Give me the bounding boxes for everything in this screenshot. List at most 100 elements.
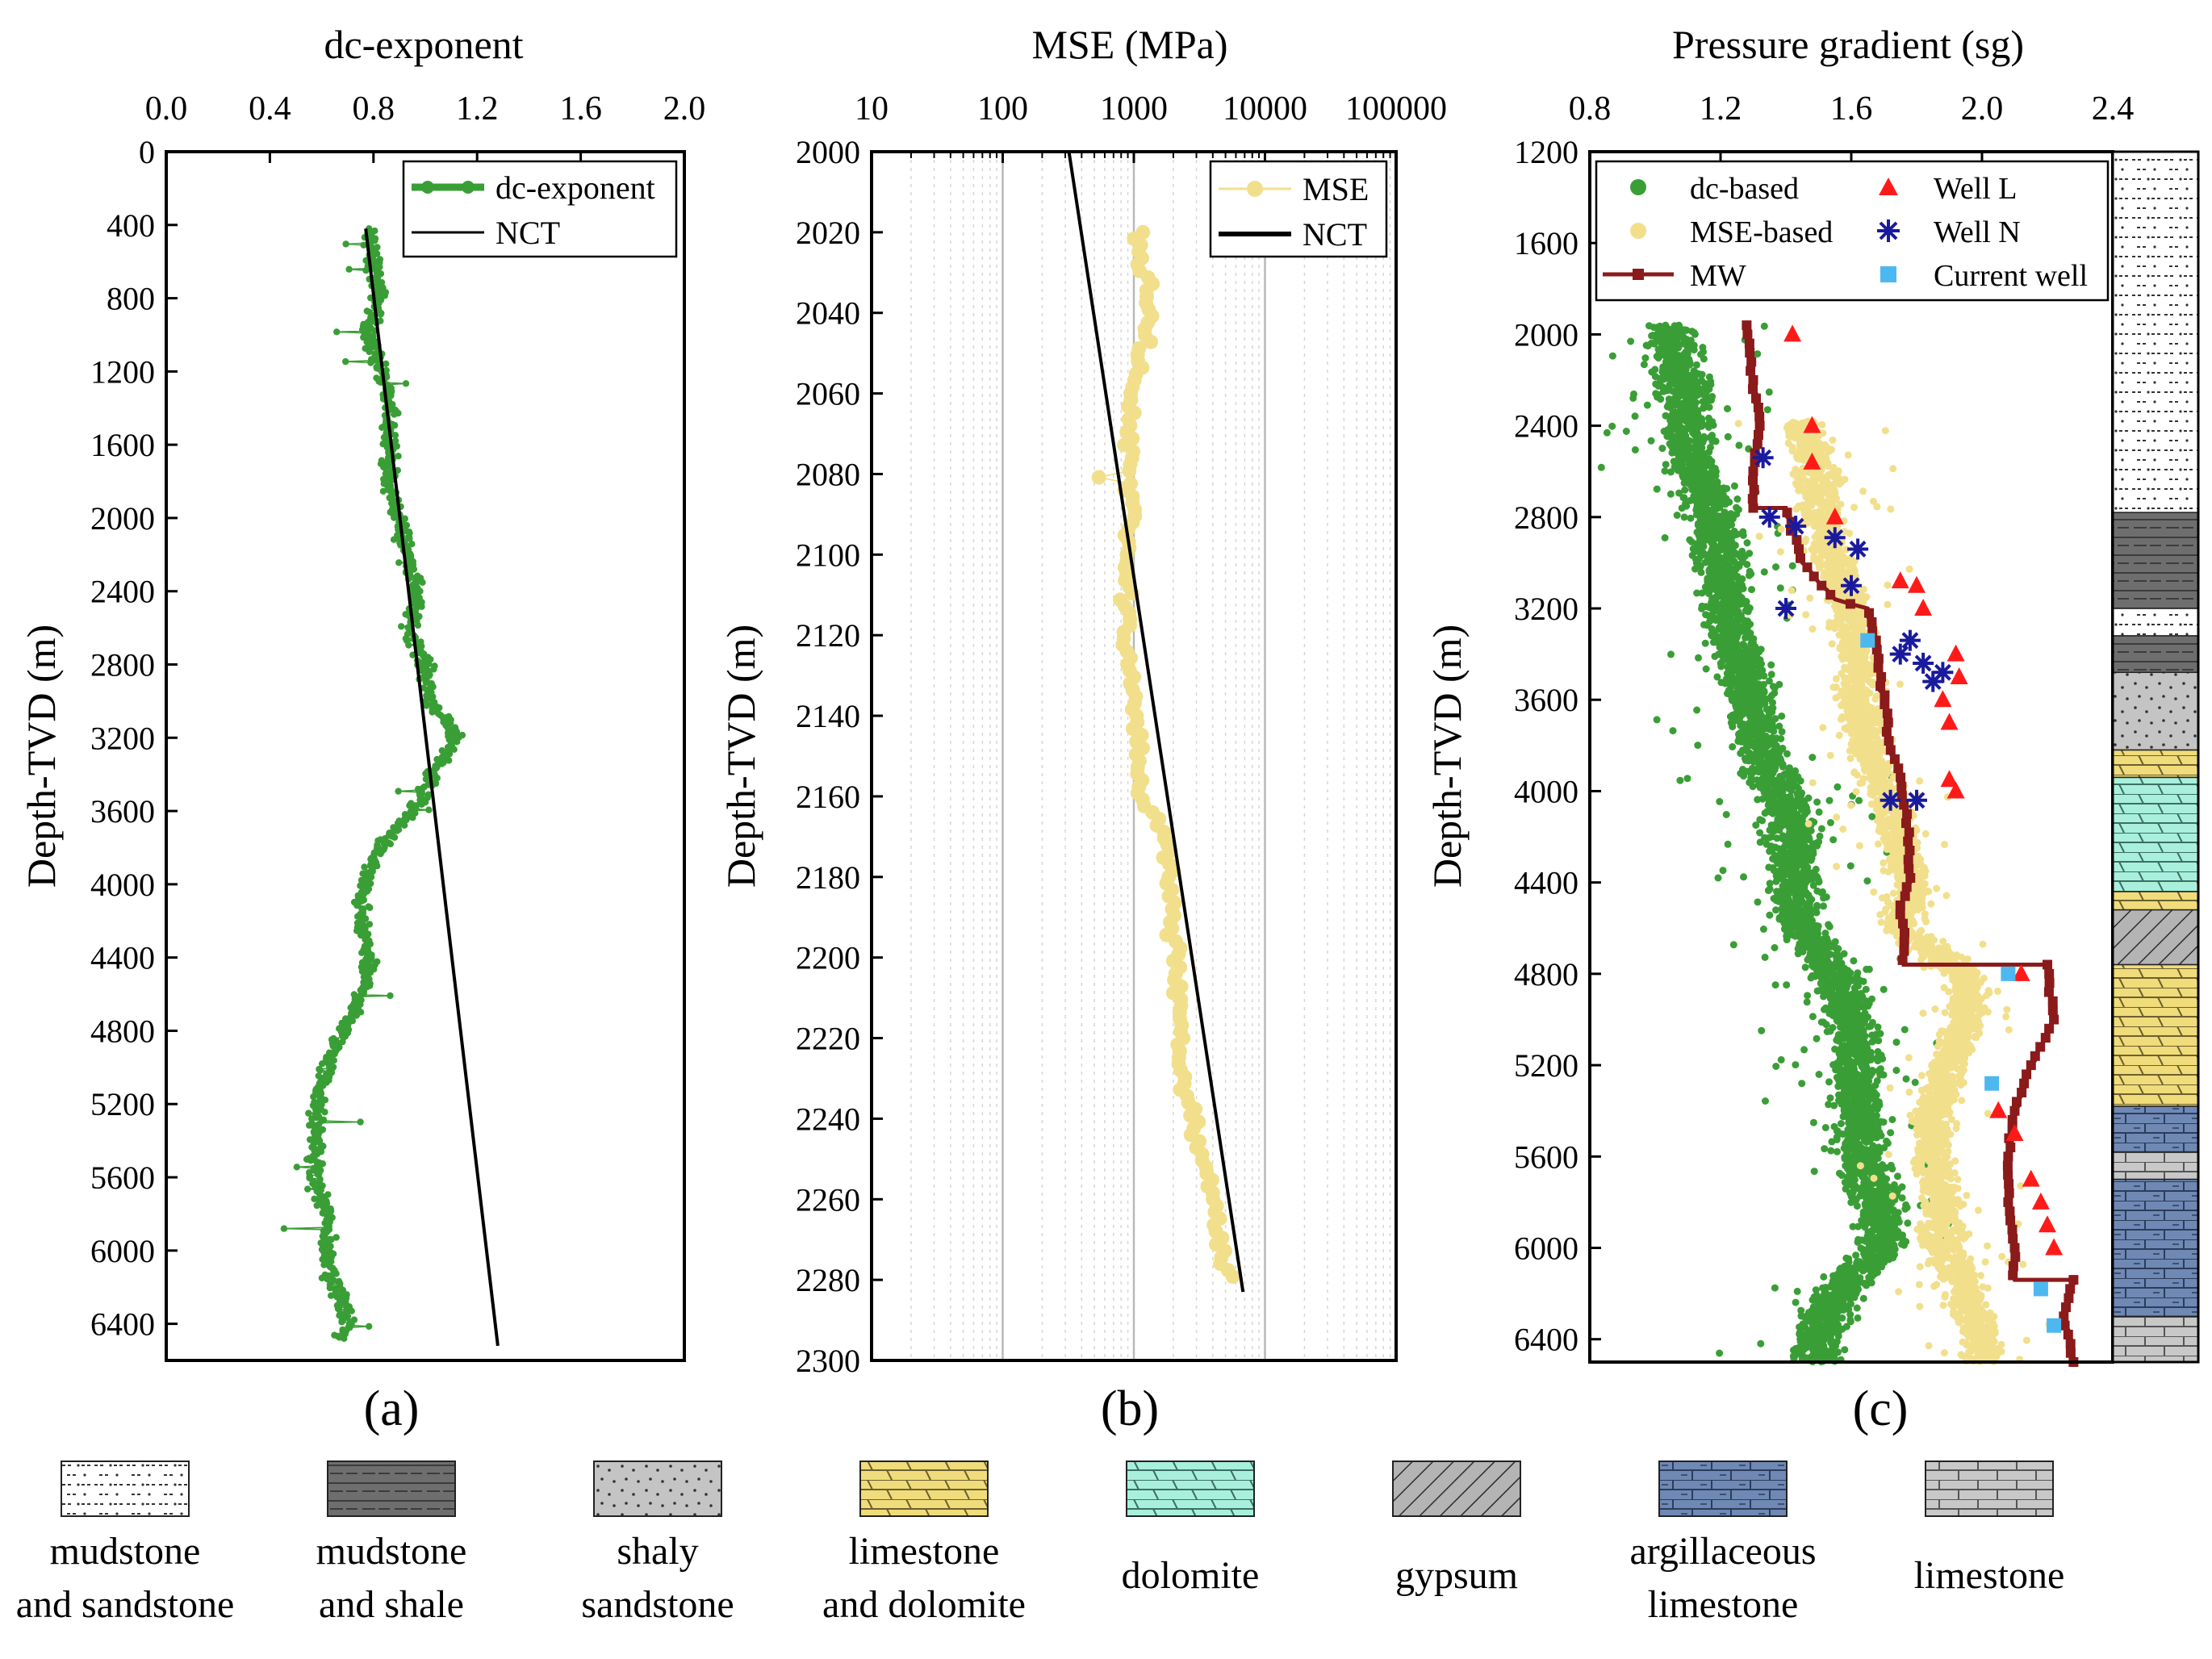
dc-based-point [1823,1028,1831,1035]
dc-based-point [1821,1124,1829,1131]
dc-based-point [1788,562,1796,570]
dc-based-point [1760,568,1768,576]
y-tick-label: 2060 [796,376,860,412]
y-tick-label: 2100 [796,537,860,573]
dc-based-point [1767,671,1775,679]
y-tick-label: 2120 [796,617,860,654]
dc-based-point [1803,998,1811,1006]
y-tick-label: 2220 [796,1021,860,1057]
y-tick-label: 2020 [796,215,860,251]
dc-based-point [1855,796,1863,804]
dc-based-point [1724,433,1732,441]
dc-based-point [1754,350,1762,358]
dc-based-point [1821,1145,1829,1153]
y-tick-label: 800 [107,281,155,317]
dc-based-point [1898,1194,1906,1202]
x-tick-label: 0.0 [145,90,188,127]
dc-based-point [1680,513,1688,521]
x-tick-label: 1.6 [559,90,602,127]
panel-a-frame [165,150,686,1362]
dc-based-point [1904,1219,1912,1227]
y-tick-label: 2040 [796,295,860,332]
dc-based-point [1643,401,1651,409]
dc-based-point [1693,706,1701,714]
legend-nct-b-label: NCT [1303,216,1367,253]
y-tick-label: 6400 [90,1306,155,1343]
dc-based-point [1653,485,1661,493]
dc-based-point [1744,608,1752,616]
dc-based-point [1770,727,1778,735]
dc-based-point [1647,437,1655,445]
dc-based-point [1641,354,1650,362]
dc-based-point [1834,783,1842,791]
nct-line-b [1067,151,1245,1293]
dc-based-point [1874,1023,1882,1031]
dc-based-point [1772,563,1779,571]
dc-based-point [1783,750,1791,758]
dc-based-point [1729,723,1737,731]
dc-based-point [1761,809,1769,817]
dc-based-point [1846,862,1854,870]
dc-based-point [1667,650,1675,658]
panel-b-legend: MSE NCT [1209,160,1388,258]
dc-based-point [1701,639,1709,647]
dc-based-point [1743,561,1751,568]
dc-based-point [1733,495,1742,503]
dc-based-point [1749,783,1757,791]
dc-based-point [1902,1075,1910,1083]
dc-based-point [1853,1202,1861,1210]
dc-based-point [1771,981,1779,989]
dc-based-point [1822,1021,1830,1029]
dc-based-point [1783,936,1791,944]
dc-based-point [1892,1038,1900,1047]
dc-based-point [1760,322,1768,330]
dc-based-point [1772,1063,1780,1070]
y-tick-label: 2400 [90,574,155,610]
panel-b-chart: 10 100 1000 10000 100000 2000202020402060208… [718,90,1447,1436]
dc-based-point [1608,422,1616,430]
dc-based-point [1847,1198,1855,1206]
dc-based-point [1771,944,1779,951]
dc-based-point [1901,1205,1909,1213]
dc-based-point [1837,1120,1845,1127]
dc-based-point [1863,877,1871,885]
dc-based-point [1729,941,1737,949]
x-tick-label: 100000 [1345,90,1447,127]
y-tick-label: 4000 [90,867,155,903]
dc-based-point [1691,330,1699,338]
dc-based-point [1815,1071,1823,1078]
dc-based-point [1813,987,1821,995]
dc-based-point [1673,512,1681,519]
legend-dc-marker [421,181,434,194]
x-tick-label: 1000 [1100,90,1168,127]
panel-b-ylabel: Depth-TVD (m) [718,625,763,888]
x-tick-label: 1.2 [456,90,499,127]
dc-based-point [1779,763,1787,771]
dc-based-point [1700,355,1708,363]
dc-based-point [1678,504,1686,512]
y-tick-label: 5600 [90,1160,155,1196]
dc-based-point [1850,957,1858,965]
y-tick-label: 2800 [90,647,155,683]
dc-based-point [1829,836,1838,844]
dc-based-point [1644,342,1652,350]
dc-based-point [1661,534,1669,541]
dc-based-point [1730,482,1738,490]
dc-based-point [1792,1061,1800,1069]
dc-based-point [1742,633,1749,641]
dc-based-point [1662,461,1670,469]
y-tick-label: 1600 [90,427,155,463]
y-tick-label: 4400 [90,940,155,976]
dc-based-point [1653,716,1661,724]
y-tick-label: 2140 [796,698,860,734]
dc-based-point [1804,992,1812,1000]
y-tick-label: 2280 [796,1262,860,1298]
dc-based-point [1748,586,1755,594]
dc-based-point [1746,571,1753,579]
dc-based-point [1622,428,1630,435]
dc-based-point [1666,490,1675,498]
dc-based-point [1825,922,1834,930]
panel-c-chart: 0.8 1.2 1.6 2.0 2.4 120016002000240028003200… [1424,90,2200,1436]
dc-based-point [1724,405,1731,412]
dc-based-point [1657,395,1665,403]
